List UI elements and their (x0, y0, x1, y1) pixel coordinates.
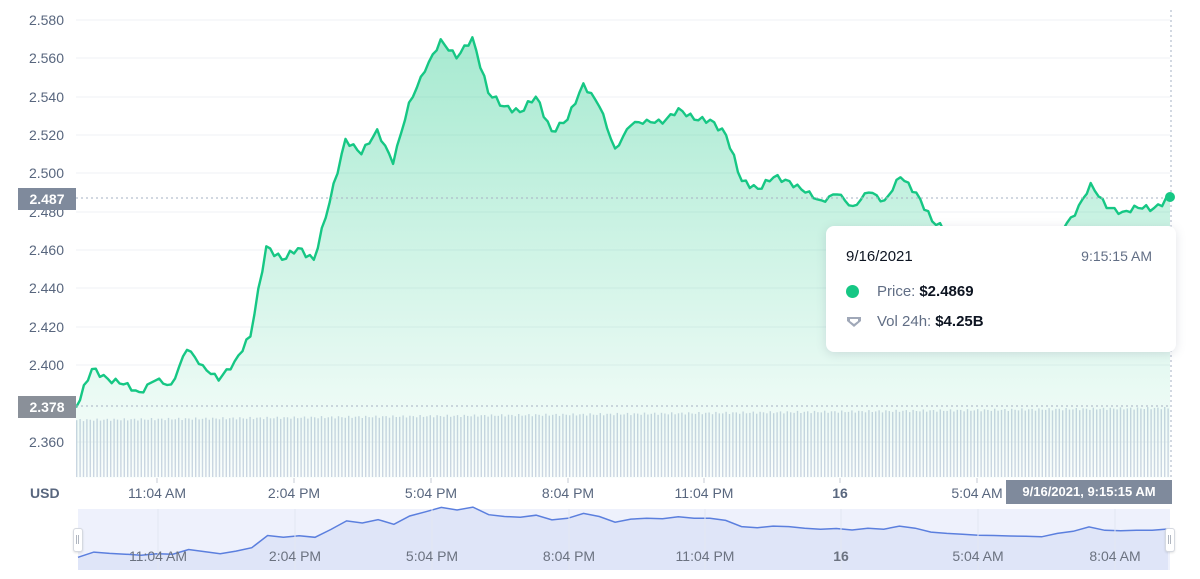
x-tick: 5:04 AM (951, 485, 1003, 501)
navigator-label: 5:04 PM (405, 548, 459, 564)
tooltip-volume-label: Vol 24h: (877, 313, 932, 330)
navigator-area (78, 507, 1168, 570)
y-tick: 2.520 (28, 127, 64, 143)
x-tick: 16 (832, 485, 848, 501)
y-tick: 2.400 (28, 357, 64, 373)
tooltip-date: 9/16/2021 (846, 248, 913, 265)
y-tick: 2.440 (28, 280, 64, 296)
navigator-right-handle[interactable] (1165, 528, 1175, 552)
volume-shield-icon (847, 316, 861, 327)
x-tick: 8:04 PM (541, 485, 595, 501)
navigator-left-handle[interactable] (73, 528, 83, 552)
currency-label: USD (30, 485, 60, 501)
price-area (76, 37, 1170, 479)
tooltip-price-label: Price: (877, 283, 916, 300)
hover-point (1165, 192, 1175, 202)
x-tick: 2:04 PM (267, 485, 321, 501)
navigator-label: 11:04 PM (675, 548, 735, 564)
tooltip-volume-value: $4.25B (935, 313, 984, 330)
navigator-label: 8:04 AM (1089, 548, 1141, 564)
y-tick: 2.500 (28, 165, 64, 181)
tooltip-price-row: Price: $2.4869 (846, 283, 974, 300)
navigator-label: 2:04 PM (268, 548, 322, 564)
navigator-label: 5:04 AM (952, 548, 1004, 564)
crosshair-price-label: 2.487 (18, 188, 76, 210)
y-tick: 2.560 (28, 50, 64, 66)
base-price-label: 2.378 (18, 396, 76, 418)
navigator-line (77, 506, 1169, 559)
y-tick: 2.460 (28, 242, 64, 258)
navigator-label: 8:04 PM (542, 548, 596, 564)
navigator-label: 11:04 AM (128, 548, 188, 564)
tooltip-price-value: $2.4869 (919, 283, 974, 300)
chart-tooltip: 9/16/2021 9:15:15 AM Price: $2.4869 Vol … (826, 226, 1176, 352)
price-dot-icon (846, 285, 859, 298)
crosshair-time-label: 9/16/2021, 9:15:15 AM (1006, 480, 1172, 504)
tooltip-time: 9:15:15 AM (1081, 248, 1152, 264)
y-tick: 2.580 (28, 12, 64, 28)
x-tick: 5:04 PM (404, 485, 458, 501)
y-tick: 2.540 (28, 89, 64, 105)
y-tick: 2.420 (28, 319, 64, 335)
tooltip-volume-row: Vol 24h: $4.25B (846, 313, 984, 330)
navigator-label: 16 (833, 548, 849, 564)
y-tick: 2.360 (28, 434, 64, 450)
x-tick: 11:04 PM (674, 485, 734, 501)
x-tick: 11:04 AM (127, 485, 187, 501)
